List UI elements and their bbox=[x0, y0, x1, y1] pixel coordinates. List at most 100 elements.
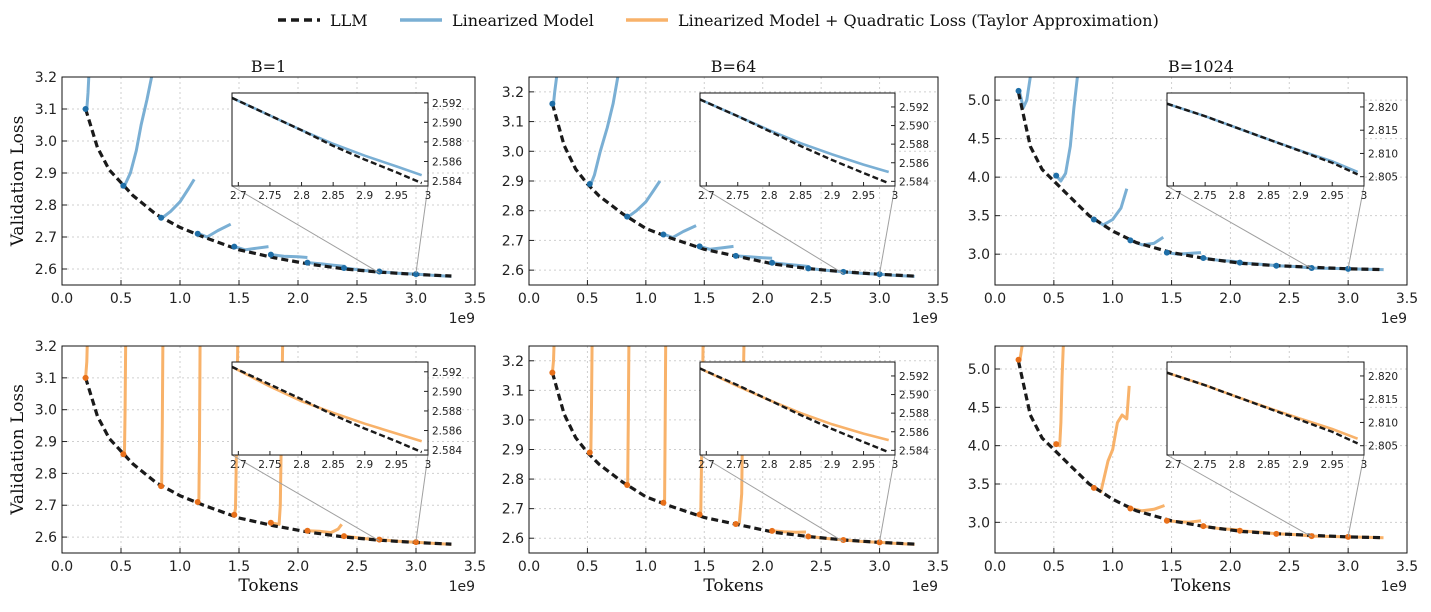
checkpoint-dot bbox=[1273, 530, 1280, 537]
series-group bbox=[82, 77, 452, 278]
panel-6: 0.0 0.5 1.0 1.5 2.0 2.5 3.0 3.5 3.0 3.5 4.0 4.5 5.0 1… bbox=[968, 345, 1418, 596]
y-tick-label: 3.1 bbox=[35, 102, 57, 118]
x-tick-label: 2.5 bbox=[1278, 559, 1300, 575]
inset-series-group bbox=[700, 98, 890, 185]
y-tick-label: 2.6 bbox=[502, 263, 524, 279]
checkpoint-dot bbox=[158, 483, 165, 490]
inset-y-tick-label: 2.592 bbox=[432, 367, 462, 379]
inset: 2.7 2.75 2.8 2.85 2.9 2.95 32.584 2.586 2.588 2.5… bbox=[698, 92, 929, 202]
checkpoint-dot bbox=[267, 251, 274, 258]
checkpoint-dot bbox=[376, 536, 383, 543]
branch-line-1 bbox=[84, 346, 89, 378]
inset-connector-right bbox=[415, 185, 429, 273]
checkpoint-dot bbox=[805, 533, 812, 540]
inset-y-tick-label: 2.586 bbox=[899, 427, 929, 439]
inset-x-tick-label: 2.7 bbox=[1165, 190, 1182, 202]
inset: 2.7 2.75 2.8 2.85 2.9 2.95 32.584 2.586 2.588 2.5… bbox=[230, 92, 462, 202]
x-tick-label: 0.5 bbox=[110, 559, 132, 575]
inset-frame bbox=[231, 361, 429, 456]
axes-frame bbox=[61, 345, 476, 554]
inset-x-tick-label: 2.75 bbox=[258, 459, 281, 471]
x-tick-label: 3.5 bbox=[927, 291, 949, 307]
checkpoint-dot bbox=[194, 230, 201, 237]
inset-x-tick-label: 2.8 bbox=[293, 459, 310, 471]
inset-x-tick-label: 2.95 bbox=[1321, 190, 1344, 202]
branch-line-3 bbox=[627, 180, 662, 218]
checkpoint-dot bbox=[1015, 356, 1022, 363]
inset-x-tick-label: 2.95 bbox=[385, 190, 408, 202]
inset-x-tick-label: 2.7 bbox=[698, 459, 715, 471]
inset-x-tick-label: 2.7 bbox=[698, 190, 715, 202]
y-tick-label: 2.8 bbox=[502, 472, 524, 488]
branch-line-8 bbox=[1276, 532, 1313, 538]
inset-x-tick-label: 2.7 bbox=[230, 459, 247, 471]
x-tick-label: 2.0 bbox=[752, 559, 774, 575]
checkpoint-dot bbox=[413, 271, 419, 278]
checkpoint-dot bbox=[732, 252, 739, 259]
checkpoint-dot bbox=[267, 519, 274, 526]
checkpoint-dot bbox=[304, 259, 311, 266]
y-tick-label: 4.5 bbox=[968, 132, 990, 148]
y-tick-label: 3.2 bbox=[35, 70, 57, 86]
inset-x-tick-label: 2.8 bbox=[761, 190, 778, 202]
inset-llm-line bbox=[700, 98, 890, 185]
y-tick-label: 3.1 bbox=[502, 115, 524, 131]
inset-connector-left bbox=[1166, 454, 1312, 538]
y-tick-label: 2.7 bbox=[35, 498, 57, 514]
inset-frame-bg bbox=[699, 361, 896, 456]
inset-x-tick-label: 2.9 bbox=[824, 459, 841, 471]
inset-llm-line bbox=[232, 96, 423, 185]
branch-line-9 bbox=[843, 538, 880, 544]
inset-y-tick-label: 2.584 bbox=[432, 445, 462, 457]
checkpoint-dot bbox=[1053, 441, 1060, 448]
inset-y-tick-label: 2.805 bbox=[1368, 441, 1398, 453]
x-tick-label: 3.5 bbox=[1396, 559, 1418, 575]
checkpoint-dot bbox=[413, 539, 419, 546]
inset-y-tick-label: 2.592 bbox=[432, 98, 462, 110]
y-tick-label: 3.1 bbox=[35, 371, 57, 387]
checkpoint-dot bbox=[1200, 255, 1207, 262]
inset-connector-right bbox=[1347, 454, 1365, 537]
checkpoint-dot bbox=[840, 536, 847, 543]
checkpoint-dot bbox=[304, 527, 311, 534]
checkpoint-dot bbox=[660, 499, 667, 506]
inset-x-tick-label: 2.85 bbox=[789, 459, 812, 471]
inset-x-tick-label: 2.9 bbox=[356, 459, 373, 471]
branch-line-1 bbox=[85, 77, 91, 110]
branch-line-5 bbox=[1166, 519, 1202, 524]
llm-line bbox=[550, 103, 915, 278]
inset-frame-bg bbox=[699, 92, 896, 187]
inset-x-tick-label: 2.8 bbox=[1229, 190, 1246, 202]
x-tick-label: 0.0 bbox=[51, 291, 73, 307]
inset-x-tick-label: 2.75 bbox=[726, 190, 749, 202]
checkpoint-dot bbox=[696, 511, 703, 518]
checkpoint-dot bbox=[194, 499, 201, 506]
inset-llm-line bbox=[1167, 371, 1359, 445]
inset-frame bbox=[699, 92, 896, 187]
x-tick-label: 2.5 bbox=[1278, 291, 1300, 307]
y-tick-label: 3.0 bbox=[35, 134, 57, 150]
inset-x-tick-label: 2.8 bbox=[293, 190, 310, 202]
inset-y-tick-label: 2.588 bbox=[899, 408, 929, 420]
branch-line-3 bbox=[1093, 188, 1129, 227]
panel-4: 0.0 0.5 1.0 1.5 2.0 2.5 3.0 3.5 2.6 2.7 2.8 2.9 3.0 3… bbox=[8, 339, 486, 596]
inset: 2.7 2.75 2.8 2.85 2.9 2.95 32.584 2.586 2.588 2.5… bbox=[698, 361, 929, 471]
x-tick-label: 3.5 bbox=[927, 559, 949, 575]
checkpoint-dot bbox=[82, 106, 89, 112]
inset-llm-line bbox=[1167, 102, 1359, 176]
y-tick-label: 2.9 bbox=[35, 166, 57, 182]
checkpoint-dot bbox=[1090, 484, 1097, 491]
inset-x-tick-label: 3 bbox=[892, 459, 899, 471]
x-tick-label: 1.0 bbox=[169, 291, 191, 307]
branch-line-5 bbox=[1166, 251, 1202, 256]
axes-frame bbox=[61, 76, 476, 286]
x-tick-label: 1.0 bbox=[635, 559, 657, 575]
inset-x-tick-label: 2.85 bbox=[321, 190, 344, 202]
branch-line-1 bbox=[552, 77, 559, 104]
x-tick-label: 0.0 bbox=[984, 559, 1006, 575]
inset-x-tick-label: 2.85 bbox=[321, 459, 344, 471]
x-tick-label: 3.0 bbox=[1337, 291, 1359, 307]
inset-branch-line bbox=[232, 365, 423, 443]
y-tick-label: 2.7 bbox=[502, 502, 524, 518]
branch-line-6 bbox=[735, 254, 773, 260]
